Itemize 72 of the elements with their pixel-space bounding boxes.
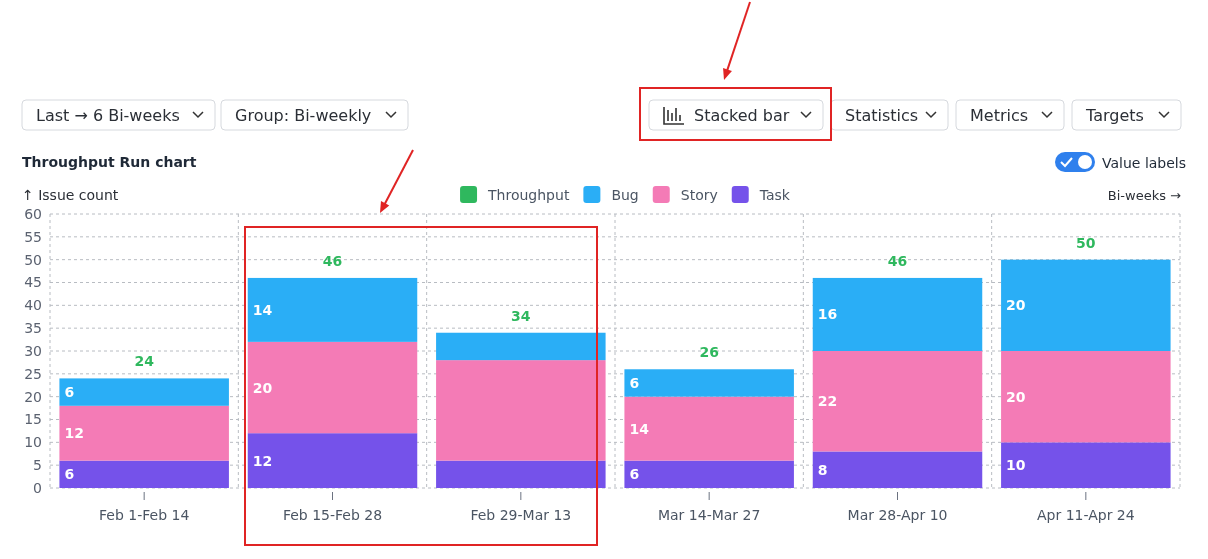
text: Value labels xyxy=(1102,155,1187,171)
y-tick-label: 25 xyxy=(24,365,42,382)
bar xyxy=(436,360,606,461)
total-label: 26 xyxy=(699,344,719,361)
x-tick-label: Feb 1-Feb 14 xyxy=(99,506,190,523)
bar xyxy=(59,460,229,488)
text: Throughput xyxy=(487,187,570,203)
data-label: 6 xyxy=(64,466,75,483)
data-label: 6 xyxy=(629,466,640,483)
total-label: 34 xyxy=(511,307,531,324)
legend-label: Bug xyxy=(611,187,639,203)
x-axis-title: Bi-weeks → xyxy=(1107,188,1182,203)
bar xyxy=(624,369,794,397)
y-tick-label: 15 xyxy=(24,411,42,428)
data-label: 14 xyxy=(252,301,273,318)
chart-title: Throughput Run chart xyxy=(22,154,197,170)
legend-label: Task xyxy=(758,187,791,203)
bar xyxy=(247,341,418,434)
bar xyxy=(812,277,983,351)
y-tick-label: 40 xyxy=(24,297,42,314)
bar xyxy=(247,433,418,488)
y-tick-label: 45 xyxy=(24,274,42,291)
data-label: 20 xyxy=(1006,388,1026,405)
dropdown-button: Group: Bi-weekly xyxy=(220,99,409,131)
x-tick-label: Mar 14-Mar 27 xyxy=(657,506,761,523)
dropdown-button: Targets xyxy=(1071,99,1182,131)
x-tick-label: Apr 11-Apr 24 xyxy=(1036,506,1135,523)
bar xyxy=(247,277,418,342)
bar xyxy=(436,460,606,488)
dropdown-button: Stacked bar xyxy=(648,99,824,131)
x-tick-label: Mar 28-Apr 10 xyxy=(847,506,948,523)
bar xyxy=(1001,442,1171,488)
bar xyxy=(1001,351,1171,443)
bar xyxy=(624,396,794,461)
bar xyxy=(436,332,606,361)
bar xyxy=(812,451,983,488)
x-tick-label: Feb 15-Feb 28 xyxy=(282,506,383,523)
bar xyxy=(624,460,794,488)
y-tick-label: 5 xyxy=(33,457,42,474)
y-tick-label: 10 xyxy=(24,434,42,451)
y-axis-title: ↑ Issue count xyxy=(22,187,119,203)
total-label: 46 xyxy=(887,252,908,269)
y-tick-label: 30 xyxy=(24,342,42,359)
data-label: 14 xyxy=(629,420,650,437)
total-label: 46 xyxy=(322,252,343,269)
bar xyxy=(1001,259,1171,351)
x-tick-label: Feb 29-Mar 13 xyxy=(470,506,572,523)
data-label: 20 xyxy=(1006,297,1026,314)
bar xyxy=(59,378,229,406)
bar xyxy=(812,351,983,452)
data-label: 6 xyxy=(64,384,75,401)
bar xyxy=(59,405,229,461)
total-label: 24 xyxy=(134,353,155,370)
data-label: 16 xyxy=(817,306,838,323)
legend-label: Story xyxy=(680,187,718,203)
y-tick-label: 20 xyxy=(24,388,42,405)
dropdown-button: Last → 6 Bi-weeks xyxy=(21,99,216,131)
dropdown-button: Statistics xyxy=(830,99,949,131)
data-label: 12 xyxy=(64,425,84,442)
y-tick-label: 55 xyxy=(24,228,42,245)
data-label: 12 xyxy=(252,452,273,469)
data-label: 8 xyxy=(817,461,828,478)
y-tick-label: 0 xyxy=(33,479,42,496)
y-tick-label: 35 xyxy=(24,320,42,337)
y-tick-label: 60 xyxy=(24,205,42,222)
total-label: 50 xyxy=(1076,234,1096,251)
y-tick-label: 50 xyxy=(24,251,42,268)
dropdown-button: Metrics xyxy=(955,99,1065,131)
data-label: 6 xyxy=(629,374,640,391)
data-label: 10 xyxy=(1006,457,1026,474)
data-label: 22 xyxy=(817,393,838,410)
data-label: 20 xyxy=(252,379,273,396)
